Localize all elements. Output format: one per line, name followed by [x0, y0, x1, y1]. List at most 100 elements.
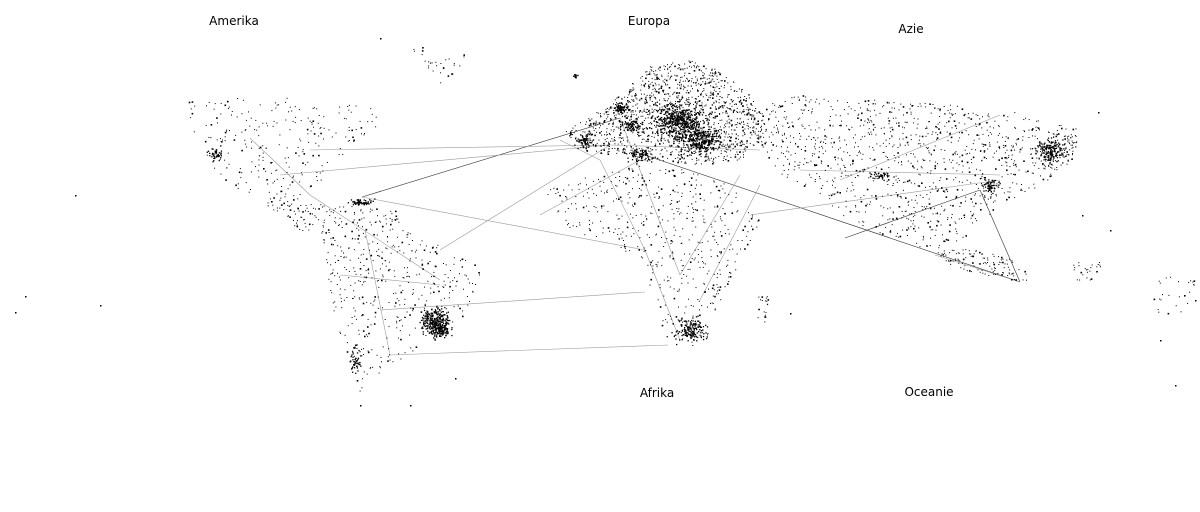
settlement-dot	[653, 193, 655, 195]
settlement-dot	[344, 289, 346, 291]
cluster-dot	[694, 135, 696, 137]
settlement-dot	[641, 138, 643, 140]
settlement-dot	[685, 100, 687, 102]
settlement-dot	[886, 101, 889, 104]
settlement-dot	[1061, 149, 1063, 151]
cluster-dot	[689, 134, 691, 137]
settlement-dot	[370, 254, 373, 257]
settlement-dot	[937, 212, 938, 214]
settlement-dot	[924, 159, 926, 161]
settlement-dot	[727, 96, 729, 98]
settlement-dot	[946, 131, 948, 133]
settlement-dot	[711, 68, 713, 70]
settlement-dot	[951, 113, 953, 115]
settlement-dot	[335, 306, 337, 308]
settlement-dot	[705, 148, 707, 150]
settlement-dot	[561, 200, 563, 202]
settlement-dot	[702, 332, 704, 334]
settlement-dot	[573, 132, 575, 134]
settlement-dot	[947, 191, 948, 193]
settlement-dot	[749, 142, 751, 144]
settlement-dot	[714, 231, 716, 233]
settlement-dot	[914, 230, 916, 232]
settlement-dot	[953, 179, 955, 181]
settlement-dot	[925, 128, 927, 129]
settlement-dot	[591, 188, 593, 190]
settlement-dot	[940, 131, 941, 133]
cluster-dot	[663, 122, 665, 124]
settlement-dot	[833, 194, 835, 196]
settlement-dot	[1049, 175, 1052, 178]
settlement-dot	[398, 300, 400, 302]
cluster-dot	[701, 147, 704, 149]
cluster-dot	[676, 118, 678, 121]
connection-line	[619, 117, 681, 276]
settlement-dot	[589, 119, 591, 122]
cluster-dot	[661, 123, 663, 125]
settlement-dot	[709, 97, 711, 99]
settlement-dot	[693, 65, 695, 66]
settlement-dot	[1036, 120, 1038, 122]
settlement-dot	[1030, 148, 1032, 150]
settlement-dot	[1180, 311, 1182, 313]
settlement-dot	[702, 77, 704, 79]
settlement-dot	[669, 144, 671, 146]
settlement-dot	[387, 360, 389, 362]
cluster-dot	[699, 110, 701, 112]
settlement-dot	[368, 268, 369, 270]
settlement-dot	[421, 263, 423, 265]
cluster-dot	[674, 105, 676, 107]
settlement-dot	[814, 179, 816, 180]
settlement-dot	[318, 135, 320, 137]
settlement-dot	[948, 260, 950, 262]
settlement-dot	[832, 109, 834, 111]
settlement-dot	[378, 255, 380, 257]
settlement-dot	[619, 180, 620, 182]
settlement-dot	[641, 174, 643, 176]
settlement-dot	[689, 116, 691, 118]
settlement-dot	[752, 144, 754, 146]
settlement-dot	[375, 116, 377, 118]
settlement-dot	[728, 233, 730, 235]
settlement-dot	[680, 161, 682, 163]
settlement-dot	[771, 149, 773, 151]
settlement-dot	[308, 223, 311, 226]
settlement-dot	[654, 103, 656, 105]
settlement-dot	[311, 123, 313, 125]
settlement-dot	[633, 233, 635, 235]
settlement-dot	[829, 116, 831, 117]
settlement-dot	[239, 168, 241, 170]
settlement-dot	[404, 352, 406, 354]
settlement-dot	[444, 274, 446, 276]
settlement-dot	[427, 280, 429, 282]
settlement-dot	[758, 123, 760, 125]
settlement-dot	[982, 257, 984, 259]
settlement-dot	[667, 67, 669, 69]
settlement-dot	[907, 227, 909, 229]
settlement-dot	[684, 63, 686, 65]
settlement-dot	[690, 66, 692, 68]
settlement-dot	[657, 299, 659, 301]
settlement-dot	[703, 221, 705, 223]
settlement-dot	[708, 82, 710, 84]
cluster-dot	[692, 128, 694, 130]
settlement-dot	[361, 387, 363, 389]
settlement-dot	[746, 104, 748, 106]
settlement-dot	[678, 64, 680, 65]
settlement-dot	[1072, 146, 1074, 148]
settlement-dot	[887, 117, 889, 119]
settlement-dot	[217, 122, 218, 124]
settlement-dot	[649, 148, 651, 150]
settlement-dot	[921, 182, 923, 184]
settlement-dot	[936, 220, 938, 222]
settlement-dot	[992, 209, 995, 211]
settlement-dot	[945, 188, 948, 191]
settlement-dot	[714, 68, 716, 70]
cluster-dot	[665, 124, 667, 126]
settlement-dot	[787, 174, 789, 176]
settlement-dot	[443, 280, 445, 282]
settlement-dot	[451, 73, 454, 75]
settlement-dot	[688, 112, 690, 114]
settlement-dot	[603, 120, 606, 122]
settlement-dot	[330, 273, 332, 275]
